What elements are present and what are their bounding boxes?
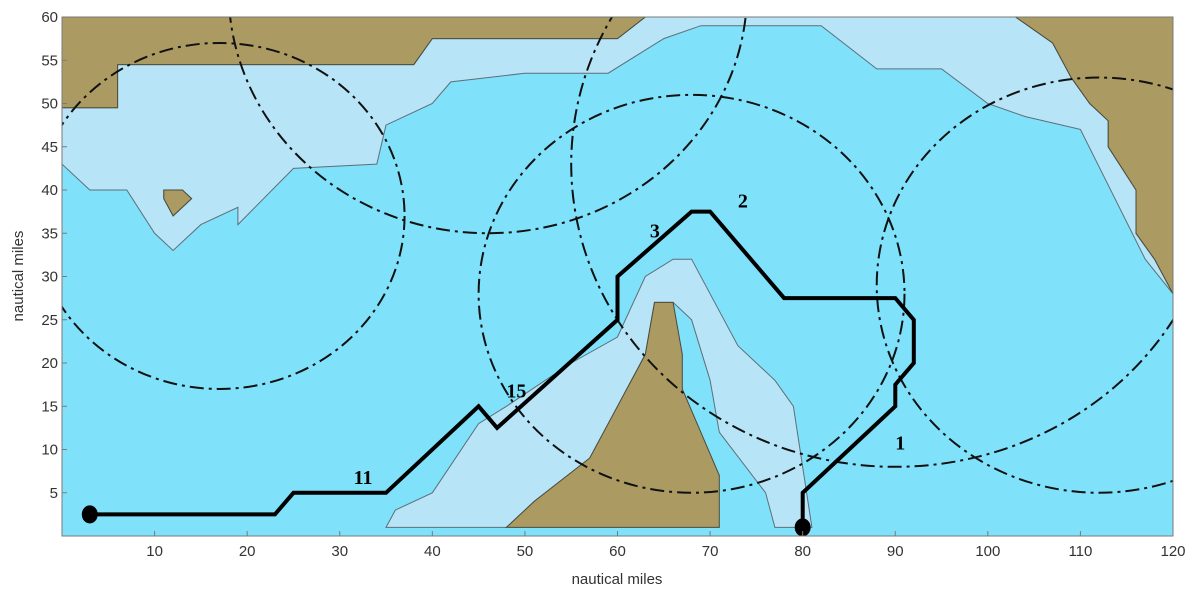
route-start-marker [81, 505, 98, 524]
route-line [89, 209, 916, 528]
waypoint-label-3: 3 [650, 221, 660, 243]
y-tick-label: 20 [41, 355, 58, 372]
waypoint-label-2: 2 [738, 190, 748, 212]
shallow-water-region-0 [62, 17, 1173, 295]
land-region-3 [1014, 17, 1173, 295]
y-tick-label: 10 [41, 442, 58, 459]
y-tick-label: 5 [50, 485, 58, 502]
x-tick-label: 80 [794, 543, 811, 560]
x-tick-label: 120 [1160, 543, 1185, 560]
y-axis-label: nautical miles [10, 231, 27, 322]
x-tick-label: 50 [517, 543, 534, 560]
waypoint-label-15: 15 [506, 381, 526, 403]
y-tick-label: 45 [41, 139, 58, 156]
land-region-1 [163, 189, 193, 217]
x-axis-label: nautical miles [572, 571, 663, 588]
x-tick-label: 70 [702, 543, 719, 560]
x-tick-label: 10 [146, 543, 163, 560]
coverage-circle-0 [62, 42, 406, 390]
y-tick-label: 30 [41, 269, 58, 286]
x-tick-label: 20 [239, 543, 256, 560]
land-region-2 [505, 301, 720, 528]
y-tick-label: 60 [41, 9, 58, 26]
y-tick-label: 50 [41, 96, 58, 113]
x-tick-label: 90 [887, 543, 904, 560]
x-tick-label: 100 [975, 543, 1000, 560]
y-tick-label: 40 [41, 182, 58, 199]
waypoint-label-11: 11 [354, 467, 373, 489]
y-tick-label: 35 [41, 225, 58, 242]
x-tick-label: 60 [609, 543, 626, 560]
y-tick-label: 15 [41, 398, 58, 415]
route-end-marker [794, 518, 811, 536]
coverage-circle-4 [875, 76, 1173, 494]
land-region-0 [62, 17, 647, 109]
waypoint-label-1: 1 [895, 433, 905, 455]
y-tick-label: 55 [41, 52, 58, 69]
coverage-circle-3 [570, 17, 1173, 468]
y-tick-label: 25 [41, 312, 58, 329]
x-tick-label: 110 [1068, 543, 1092, 560]
x-tick-label: 30 [331, 543, 348, 560]
x-tick-label: 40 [424, 543, 441, 560]
coverage-circle-2 [477, 93, 906, 494]
